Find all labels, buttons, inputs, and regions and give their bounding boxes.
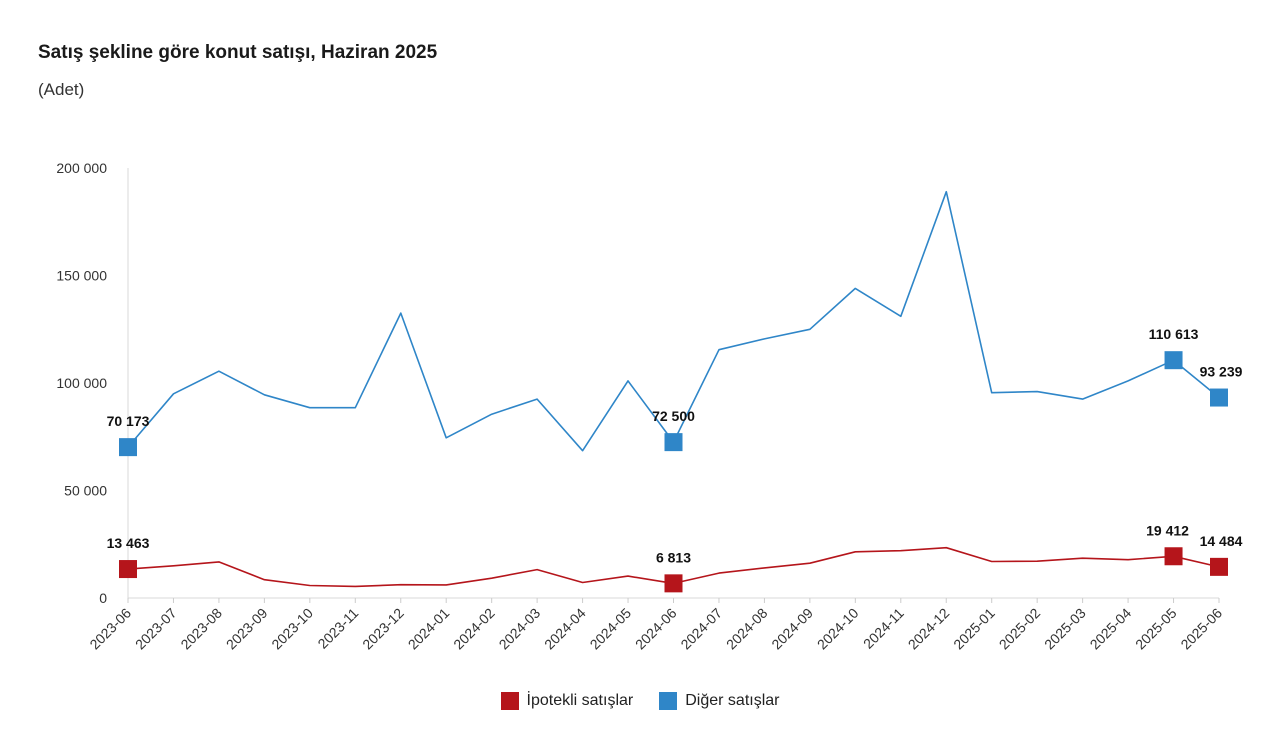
x-tick-label: 2025-01: [950, 605, 998, 653]
x-tick-label: 2024-08: [723, 605, 771, 653]
data-label: 70 173: [107, 413, 150, 429]
y-tick-label: 200 000: [56, 160, 107, 176]
x-tick-label: 2023-09: [223, 605, 271, 653]
y-tick-label: 100 000: [56, 375, 107, 391]
x-tick-label: 2024-07: [677, 605, 725, 653]
data-label: 72 500: [652, 408, 695, 424]
legend-label-diger: Diğer satışlar: [685, 692, 780, 709]
legend-item-ipotekli[interactable]: İpotekli satışlar: [500, 692, 634, 710]
y-tick-label: 0: [99, 590, 107, 606]
x-tick-label: 2025-06: [1177, 605, 1225, 653]
data-point-marker: [664, 574, 683, 593]
x-tick-label: 2024-01: [405, 605, 453, 653]
x-tick-label: 2023-06: [86, 605, 134, 653]
x-tick-label: 2024-04: [541, 605, 589, 653]
x-tick-label: 2024-03: [496, 605, 544, 653]
chart-legend: İpotekli satışlar Diğer satışlar: [0, 692, 1280, 710]
data-label: 14 484: [1200, 533, 1243, 549]
x-tick-label: 2023-08: [177, 605, 225, 653]
data-point-marker: [119, 438, 137, 457]
x-tick-label: 2023-07: [132, 605, 180, 653]
x-tick-label: 2025-05: [1132, 605, 1180, 653]
x-tick-label: 2024-10: [814, 605, 862, 653]
legend-swatch-ipotekli: [500, 692, 519, 710]
x-tick-label: 2024-09: [768, 605, 816, 653]
y-tick-label: 150 000: [56, 268, 107, 284]
data-point-marker: [1164, 351, 1183, 370]
data-point-marker: [119, 560, 137, 579]
data-label: 110 613: [1149, 326, 1199, 342]
x-tick-label: 2024-11: [860, 605, 907, 652]
x-tick-label: 2025-04: [1087, 605, 1135, 653]
x-tick-label: 2024-06: [632, 605, 680, 653]
x-tick-label: 2023-12: [359, 605, 407, 653]
data-point-marker: [664, 433, 683, 452]
x-tick-label: 2023-11: [315, 605, 362, 652]
x-tick-label: 2024-12: [905, 605, 953, 653]
data-point-marker: [1210, 388, 1228, 407]
x-tick-label: 2025-03: [1041, 605, 1089, 653]
x-tick-label: 2024-02: [450, 605, 498, 653]
x-tick-label: 2024-05: [587, 605, 635, 653]
data-point-marker: [1164, 547, 1183, 566]
data-label: 6 813: [656, 549, 691, 565]
x-tick-label: 2025-02: [996, 605, 1044, 653]
data-point-marker: [1210, 557, 1228, 576]
chart-subtitle: (Adet): [38, 80, 85, 99]
legend-swatch-diger: [659, 692, 678, 710]
data-label: 13 463: [107, 535, 150, 551]
chart-title: Satış şekline göre konut satışı, Haziran…: [38, 42, 438, 63]
data-label: 19 412: [1146, 522, 1189, 538]
y-tick-label: 50 000: [64, 483, 107, 499]
legend-label-ipotekli: İpotekli satışlar: [526, 692, 634, 709]
x-tick-label: 2023-10: [268, 605, 316, 653]
data-label: 93 239: [1200, 364, 1243, 380]
legend-item-diger[interactable]: Diğer satışlar: [659, 692, 779, 710]
